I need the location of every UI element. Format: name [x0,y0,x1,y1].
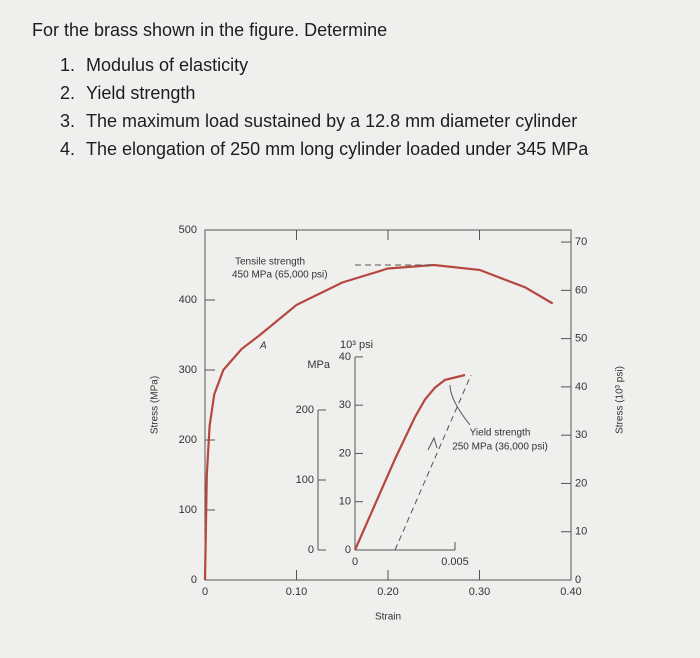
x-tick-label: 0.20 [377,586,398,598]
tensile-label: Tensile strength [235,257,305,268]
question: For the brass shown in the figure. Deter… [32,20,588,167]
y-tick-label: 100 [179,504,197,516]
y-tick-label: 500 [179,224,197,236]
y2-tick-label: 50 [575,333,587,345]
inset-y2-tick-label: 0 [345,544,351,556]
inset-curve [353,373,466,551]
item-number: 4. [60,139,76,159]
y2-tick-label: 20 [575,477,587,489]
item-text: Modulus of elasticity [86,55,249,75]
inset-x-tick-label: 0 [352,556,358,568]
question-item: 4. The elongation of 250 mm long cylinder… [60,139,588,160]
item-text: Yield strength [86,83,196,103]
item-text: The maximum load sustained by a 12.8 mm … [86,111,578,131]
question-intro: For the brass shown in the figure. Deter… [32,20,388,40]
item-number: 1. [60,55,76,75]
question-item: 2. Yield strength [60,83,588,104]
x-tick-label: 0.10 [286,586,307,598]
x-tick-label: 0.30 [469,586,490,598]
y-tick-label: 200 [179,434,197,446]
question-item: 1. Modulus of elasticity [60,55,588,76]
y-tick-label: 0 [191,574,197,586]
inset-y2-tick-label: 40 [339,351,351,363]
inset-y-tick-label: 100 [296,474,314,486]
y-tick-label: 300 [179,364,197,376]
tensile-label: 450 MPa (65,000 psi) [232,270,328,281]
item-number: 3. [60,111,76,131]
y2-tick-label: 60 [575,284,587,296]
x-tick-label: 0.40 [560,586,581,598]
stress-strain-curve [203,263,554,581]
question-list: 1. Modulus of elasticity 2. Yield strength 3… [32,55,588,160]
inset-y2-tick-label: 10 [339,496,351,508]
item-text: The elongation of 250 mm long cylinder l… [86,139,589,159]
y2-tick-label: 40 [575,381,587,393]
y2-tick-label: 10 [575,526,587,538]
plot-frame [204,229,572,581]
y2-axis-label: Stress (10³ psi) [615,366,626,434]
inset-y2-tick-label: 20 [339,447,351,459]
inset-x-tick-label: 0.005 [441,556,469,568]
x-axis-label: Strain [375,612,401,623]
inset-y-tick-label: 200 [296,404,314,416]
x-tick-label: 0 [202,586,208,598]
item-number: 2. [60,83,76,103]
inset-y-tick-label: 0 [308,544,314,556]
point-label: A [259,341,267,352]
y-axis-label: Stress (MPa) [150,376,161,434]
question-item: 3. The maximum load sustained by a 12.8 m… [60,111,588,132]
inset-y2-tick-label: 30 [339,399,351,411]
y2-tick-label: 0 [575,574,581,586]
yield-label: Yield strength [470,428,531,439]
offset-line [394,374,472,551]
inset-y-unit: MPa [307,359,331,371]
yield-arrow [427,384,471,451]
y2-tick-label: 30 [575,429,587,441]
inset-y2-unit: 10³ psi [340,339,373,351]
y-tick-label: 400 [179,294,197,306]
yield-label: 250 MPa (36,000 psi) [452,442,548,453]
y2-tick-label: 70 [575,236,587,248]
